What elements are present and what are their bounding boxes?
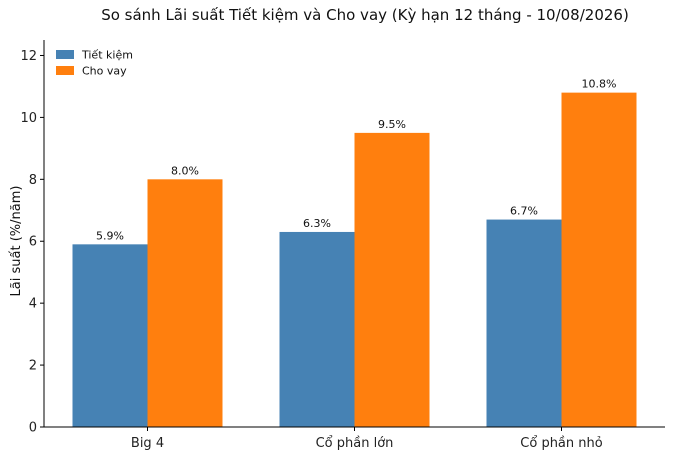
y-tick-label: 2	[29, 359, 37, 374]
bars-group: 5.9% 8.0% 6.3% 9.5% 6.7% 10.8%	[72, 78, 637, 428]
y-tick-label: 0	[29, 421, 37, 436]
y-tick-label: 4	[29, 297, 37, 312]
y-tick-label: 12	[20, 49, 37, 64]
bar-cho-vay-co-phan-lon	[354, 132, 430, 427]
bar-value-label: 6.7%	[510, 205, 538, 218]
bar-tiet-kiem-co-phan-lon	[279, 231, 355, 427]
x-tick-label: Cổ phần nhỏ	[520, 436, 602, 451]
bar-value-label: 6.3%	[303, 217, 331, 230]
y-axis-ticks: 0 2 4 6 8 10 12	[20, 49, 44, 436]
bar-cho-vay-big-4	[147, 179, 223, 427]
bar-value-label: 10.8%	[582, 78, 617, 91]
legend: Tiết kiệm Cho vay	[56, 49, 133, 78]
chart-title: So sánh Lãi suất Tiết kiệm và Cho vay (K…	[101, 6, 629, 24]
bar-tiet-kiem-big-4	[72, 244, 148, 427]
legend-swatch-tiet-kiem	[56, 50, 74, 59]
bar-value-label: 5.9%	[96, 229, 124, 242]
x-tick-label: Big 4	[131, 436, 164, 451]
legend-swatch-cho-vay	[56, 66, 74, 75]
y-tick-label: 8	[29, 173, 37, 188]
legend-label-tiet-kiem: Tiết kiệm	[81, 49, 133, 62]
bar-value-label: 8.0%	[171, 164, 199, 177]
y-tick-label: 10	[20, 111, 37, 126]
legend-label-cho-vay: Cho vay	[82, 65, 127, 78]
bar-value-label: 9.5%	[378, 118, 406, 131]
x-tick-label: Cổ phần lớn	[316, 436, 394, 451]
y-tick-label: 6	[29, 235, 37, 250]
x-axis-ticks: Big 4 Cổ phần lớn Cổ phần nhỏ	[131, 427, 603, 451]
bar-cho-vay-co-phan-nho	[561, 92, 637, 428]
y-axis-title: Lãi suất (%/năm)	[9, 186, 24, 297]
bar-tiet-kiem-co-phan-nho	[486, 219, 562, 427]
